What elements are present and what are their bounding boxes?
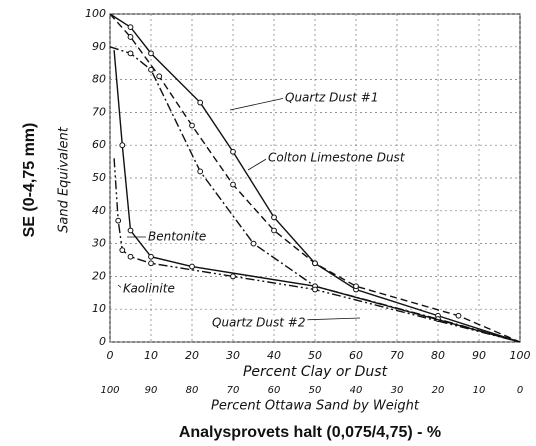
y-tick-label: 40	[92, 204, 106, 217]
label-bg	[283, 90, 381, 105]
y-tick-label: 80	[92, 73, 106, 86]
x2-tick-label: 0	[517, 385, 523, 396]
point	[148, 66, 154, 73]
x2-tick-label: 100	[100, 385, 119, 396]
point	[312, 260, 318, 267]
x2-tick-label: 70	[227, 385, 240, 396]
x-axis-label: Percent Clay or Dust	[243, 364, 388, 380]
x2-tick-label: 60	[268, 385, 281, 396]
y-axis-label-2: Sand Equivalent	[57, 126, 72, 233]
point	[148, 50, 154, 57]
y-tick-label: 90	[92, 40, 106, 53]
point	[197, 99, 204, 106]
label-bg	[121, 281, 177, 296]
series-line	[113, 158, 521, 343]
y-tick-label: 60	[92, 138, 106, 151]
point	[353, 283, 359, 290]
x2-tick-label: 90	[145, 385, 158, 396]
y-tick-label: 0	[99, 335, 106, 348]
y-tick-label: 20	[92, 269, 106, 282]
x-tick-label: 0	[107, 349, 114, 362]
y-tick-label: 100	[85, 7, 106, 20]
point	[455, 312, 462, 319]
point	[271, 214, 277, 221]
point	[148, 260, 154, 267]
point	[230, 181, 236, 188]
x2-tick-label: 20	[432, 385, 445, 396]
point	[312, 286, 318, 293]
x-tick-label: 10	[144, 349, 158, 362]
point	[148, 253, 154, 260]
y-tick-label: 50	[92, 171, 106, 184]
point	[127, 227, 134, 234]
label-leader	[247, 157, 269, 171]
series-label: Kaolinite	[123, 282, 175, 296]
x2-tick-label: 50	[309, 385, 322, 396]
point	[119, 247, 126, 254]
y-tick-label: 10	[92, 302, 106, 315]
x-tick-label: 20	[185, 349, 199, 362]
y-tick-label: 30	[92, 237, 106, 250]
y-axis-label: SE (0-4,75 mm)	[21, 123, 38, 238]
point	[127, 253, 134, 260]
y-tick-label: 70	[92, 105, 106, 118]
point	[127, 34, 134, 40]
x-tick-label: 70	[390, 349, 404, 362]
x-tick-label: 60	[349, 349, 363, 362]
point	[197, 168, 204, 175]
x-tick-label: 80	[431, 349, 445, 362]
point	[127, 50, 134, 57]
label-bg	[146, 229, 209, 244]
point	[156, 73, 163, 80]
series-label: Quartz Dust #2	[212, 316, 305, 330]
point	[189, 122, 195, 129]
series-label: Bentonite	[148, 230, 206, 244]
point	[119, 142, 126, 149]
x-tick-label: 90	[472, 349, 486, 362]
label-bg	[210, 315, 308, 330]
label-bg	[266, 150, 408, 165]
point	[127, 24, 134, 31]
x-axis-label-bottom: Analysprovets halt (0,075/4,75) - %	[179, 424, 441, 441]
x2-tick-label: 10	[473, 385, 486, 396]
x-tick-label: 40	[267, 349, 281, 362]
point	[115, 217, 122, 224]
x-tick-label: 30	[226, 349, 240, 362]
series-line	[109, 13, 521, 343]
label-leader	[229, 97, 286, 111]
point	[230, 148, 236, 155]
x2-tick-label: 40	[350, 385, 363, 396]
series-label: Colton Limestone Dust	[268, 151, 406, 165]
series-label: Quartz Dust #1	[285, 91, 378, 105]
point	[250, 240, 257, 247]
x2-tick-label: 80	[186, 385, 199, 396]
point	[189, 263, 195, 270]
x-tick-label: 50	[308, 349, 322, 362]
x2-axis-label: Percent Ottawa Sand by Weight	[211, 399, 420, 414]
series-line	[109, 13, 521, 343]
point	[271, 227, 277, 234]
x-tick-label: 100	[510, 349, 531, 362]
x2-tick-label: 30	[391, 385, 404, 396]
point	[230, 273, 236, 280]
